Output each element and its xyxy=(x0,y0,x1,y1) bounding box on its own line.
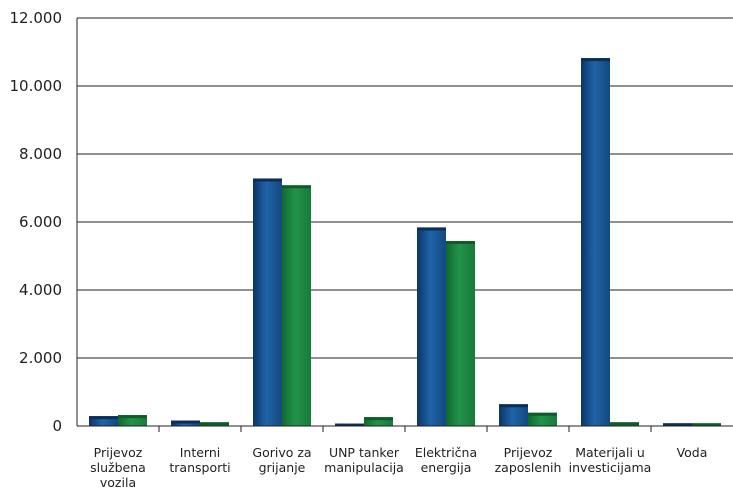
x-axis xyxy=(76,18,733,432)
category-label: vozila xyxy=(100,475,136,490)
bar-green xyxy=(364,417,393,426)
bars xyxy=(89,58,721,427)
y-tick-label: 12.000 xyxy=(10,9,63,27)
bar-top-shade xyxy=(692,423,721,426)
bar-top-shade xyxy=(610,422,639,426)
category-label: investicijama xyxy=(569,460,652,475)
category-label: Interni xyxy=(180,445,221,460)
category-label: Gorivo za xyxy=(252,445,311,460)
bar-top-shade xyxy=(446,241,475,245)
bar-top-shade xyxy=(663,423,692,426)
bar-blue xyxy=(253,178,282,426)
category-label: energija xyxy=(421,460,472,475)
bar-blue xyxy=(581,58,610,427)
bar-top-shade xyxy=(335,423,364,426)
category-label: manipulacija xyxy=(324,460,404,475)
bar-green xyxy=(118,415,147,426)
bar-green xyxy=(282,185,311,426)
bar-top-shade xyxy=(200,422,229,426)
y-tick-label: 4.000 xyxy=(19,281,62,299)
category-label: Materijali u xyxy=(575,445,645,460)
bar-top-shade xyxy=(89,416,118,420)
category-label: Električna xyxy=(415,445,477,460)
bar-blue xyxy=(417,227,446,426)
y-tick-label: 8.000 xyxy=(19,145,62,163)
gridlines xyxy=(77,17,733,359)
category-label: službena xyxy=(90,460,146,475)
bar-top-shade xyxy=(253,178,282,182)
y-tick-label: 2.000 xyxy=(19,349,62,367)
bar-top-shade xyxy=(282,185,311,189)
bar-green xyxy=(528,412,557,426)
category-label: grijanje xyxy=(259,460,306,475)
category-label: Prijevoz xyxy=(94,445,143,460)
bar-green xyxy=(446,241,475,426)
bar-top-shade xyxy=(417,227,446,231)
bar-top-shade xyxy=(499,404,528,408)
bar-top-shade xyxy=(364,417,393,421)
category-label: Prijevoz xyxy=(504,445,553,460)
y-tick-label: 0 xyxy=(52,417,62,435)
category-label: zaposlenih xyxy=(495,460,562,475)
category-label: transporti xyxy=(169,460,230,475)
bar-top-shade xyxy=(528,412,557,416)
y-tick-label: 6.000 xyxy=(19,213,62,231)
bar-top-shade xyxy=(171,420,200,424)
category-label: Voda xyxy=(677,445,708,460)
bar-blue xyxy=(499,404,528,426)
x-axis-labels: PrijevozslužbenavozilaInternitransportiG… xyxy=(90,445,707,490)
y-tick-label: 10.000 xyxy=(10,77,63,95)
bar-blue xyxy=(89,416,118,426)
category-label: UNP tanker xyxy=(329,445,400,460)
bar-top-shade xyxy=(581,58,610,62)
y-axis-ticks: 0 2.000 4.000 6.000 8.000 10.000 12.000 xyxy=(10,9,63,435)
bar-top-shade xyxy=(118,415,147,419)
